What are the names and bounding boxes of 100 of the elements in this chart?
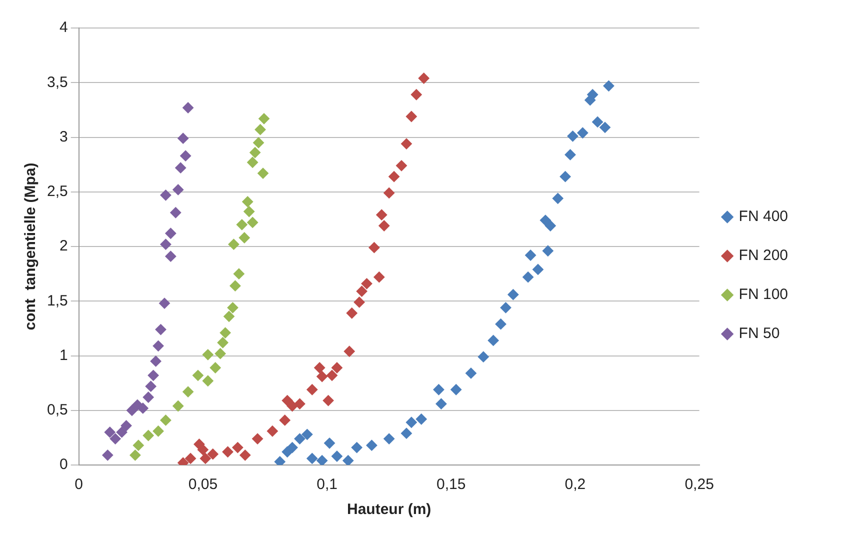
point: [384, 187, 395, 198]
point: [282, 395, 293, 406]
point: [552, 192, 564, 204]
point: [450, 384, 462, 396]
point: [217, 337, 228, 348]
x-tick-label: 0,05: [188, 476, 218, 494]
point: [532, 264, 544, 275]
point: [587, 89, 598, 100]
point: [120, 420, 132, 432]
point: [132, 440, 144, 451]
point: [172, 400, 184, 412]
point: [214, 348, 226, 360]
point: [158, 298, 170, 309]
point: [266, 426, 278, 437]
point: [564, 149, 576, 160]
point: [433, 384, 444, 396]
point: [478, 351, 489, 362]
point: [522, 272, 534, 283]
point: [316, 455, 328, 465]
x-tick-label: 0,15: [436, 476, 466, 494]
point: [465, 368, 476, 379]
point: [202, 349, 214, 360]
point: [240, 450, 251, 461]
point: [224, 310, 235, 322]
point: [542, 245, 554, 256]
point: [155, 324, 166, 336]
point: [102, 450, 114, 461]
point: [126, 404, 138, 416]
point: [182, 386, 194, 398]
point: [116, 426, 128, 438]
point: [145, 380, 156, 392]
point: [388, 171, 400, 182]
point: [525, 250, 536, 261]
point: [244, 206, 255, 218]
point: [346, 308, 358, 319]
point: [540, 214, 551, 226]
point: [236, 219, 248, 230]
point: [378, 220, 390, 232]
point: [406, 416, 417, 428]
point: [560, 171, 571, 182]
y-tick-label: 0,5: [46, 402, 68, 419]
point: [165, 250, 176, 262]
point: [376, 209, 388, 220]
point: [233, 268, 244, 280]
point: [202, 375, 214, 386]
y-tick-label: 2: [60, 238, 68, 255]
point: [508, 289, 519, 300]
legend-label: FN 50: [738, 325, 780, 342]
point: [366, 440, 378, 451]
point: [180, 150, 192, 162]
x-axis-title: Hauteur (m): [346, 501, 432, 518]
y-tick-label: 3,5: [46, 74, 68, 91]
point: [488, 334, 499, 346]
x-tick-label: 0,1: [316, 476, 338, 494]
point: [165, 228, 176, 239]
point: [182, 102, 194, 114]
point: [238, 232, 250, 244]
point: [247, 156, 258, 168]
point: [197, 444, 208, 456]
legend-label: FN 100: [738, 286, 788, 304]
point: [400, 428, 412, 439]
point: [222, 446, 234, 458]
point: [592, 116, 604, 128]
point: [324, 438, 336, 449]
point: [220, 327, 231, 338]
point: [130, 450, 141, 461]
y-tick-label: 3: [60, 128, 68, 146]
point: [172, 184, 184, 196]
point: [361, 278, 372, 290]
point: [200, 452, 211, 464]
point: [600, 122, 610, 133]
point: [436, 398, 447, 410]
point: [192, 370, 204, 381]
point: [253, 137, 264, 148]
point: [331, 450, 342, 462]
point: [148, 370, 159, 381]
point: [500, 302, 512, 314]
point: [286, 442, 298, 454]
point: [152, 340, 164, 352]
point: [294, 433, 306, 444]
point: [400, 138, 412, 150]
point: [316, 371, 328, 382]
point: [210, 362, 221, 374]
point: [104, 426, 116, 438]
point: [258, 168, 269, 179]
point: [152, 426, 164, 437]
y-tick-label: 2,5: [46, 183, 68, 200]
point: [577, 127, 588, 138]
point: [302, 428, 313, 440]
legend-label: FN 400: [738, 208, 788, 226]
point: [495, 318, 506, 330]
point: [356, 286, 368, 297]
y-tick-label: 1,5: [46, 292, 68, 310]
point: [342, 455, 354, 465]
point: [416, 414, 427, 425]
point: [567, 130, 578, 142]
point: [374, 272, 385, 283]
point: [247, 216, 258, 228]
point: [322, 395, 334, 406]
point: [232, 442, 244, 454]
